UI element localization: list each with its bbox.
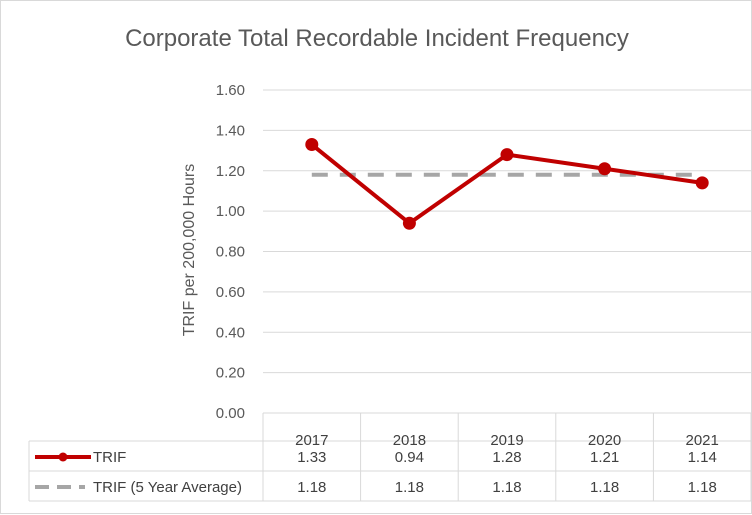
- data-table-value: 0.94: [395, 449, 424, 466]
- legend-key-marker: [58, 452, 68, 462]
- data-point: [500, 148, 514, 162]
- y-tick-label: 1.40: [216, 122, 245, 139]
- data-table-value: 1.18: [590, 479, 619, 496]
- tick-labels: 0.00 0.20 0.40 0.60 0.80 1.00 1.20 1.40 1.60 2017…: [93, 82, 719, 496]
- x-tick-label: 2019: [490, 432, 523, 449]
- data-table-value: 1.18: [297, 479, 326, 496]
- data-point: [402, 216, 416, 230]
- y-tick-label: 0.40: [216, 324, 245, 341]
- x-tick-label: 2017: [295, 432, 328, 449]
- data-table-value: 1.18: [395, 479, 424, 496]
- data-point: [305, 138, 319, 152]
- x-tick-label: 2020: [588, 432, 621, 449]
- data-table-value: 1.21: [590, 449, 619, 466]
- series-layer: [305, 138, 709, 230]
- legend-entry: TRIF (5 Year Average): [93, 479, 242, 496]
- chart-title: Corporate Total Recordable Incident Freq…: [125, 25, 629, 52]
- gridlines: [263, 89, 751, 414]
- y-tick-label: 0.00: [216, 405, 245, 422]
- data-table-value: 1.18: [492, 479, 521, 496]
- y-tick-label: 0.60: [216, 284, 245, 301]
- data-table-value: 1.33: [297, 449, 326, 466]
- y-tick-label: 1.20: [216, 163, 245, 180]
- data-table: [28, 413, 752, 502]
- data-table-value: 1.14: [688, 449, 717, 466]
- x-tick-label: 2018: [393, 432, 426, 449]
- y-tick-label: 0.20: [216, 365, 245, 382]
- y-axis-label: TRIF per 200,000 Hours: [181, 164, 198, 337]
- y-tick-label: 0.80: [216, 244, 245, 261]
- legend-entry: TRIF: [93, 449, 126, 466]
- data-table-value: 1.18: [688, 479, 717, 496]
- data-table-value: 1.28: [492, 449, 521, 466]
- y-tick-label: 1.60: [216, 82, 245, 99]
- x-tick-label: 2021: [686, 432, 719, 449]
- data-point: [598, 162, 612, 176]
- y-tick-label: 1.00: [216, 203, 245, 220]
- data-point: [695, 176, 709, 190]
